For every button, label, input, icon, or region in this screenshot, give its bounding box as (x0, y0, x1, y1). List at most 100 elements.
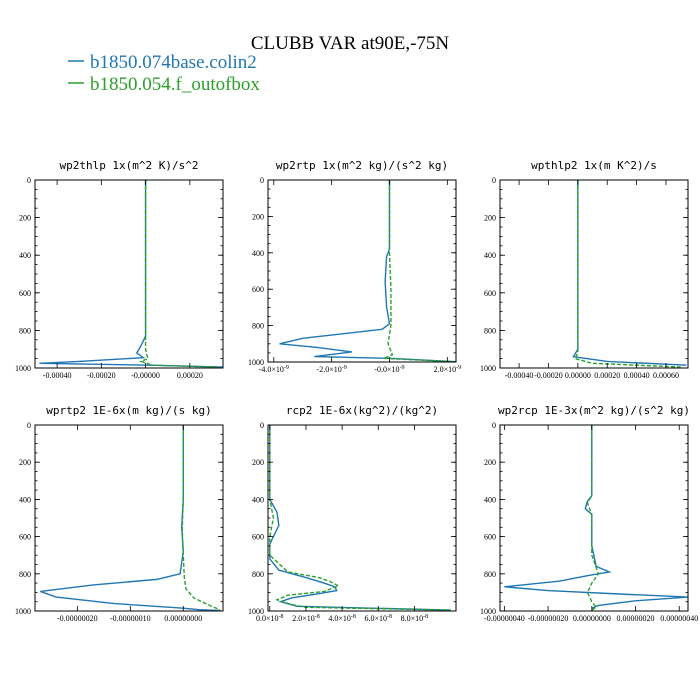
y-tick-label: 200 (252, 458, 264, 467)
x-tick-label: 0.00000000 (164, 614, 202, 623)
y-tick-label: 0 (27, 176, 31, 185)
y-tick-label: 1000 (248, 607, 264, 616)
y-tick-label: 400 (484, 251, 496, 260)
panel-2: wp2rtp 1x(m^2 kg)/(s^2 kg) 0 200 400 600 800 1… (248, 159, 461, 374)
plot-frame (267, 424, 457, 612)
y-tick-label: 1000 (15, 607, 31, 616)
y-tick-label: 600 (484, 289, 496, 298)
y-tick-label: 800 (252, 570, 264, 579)
panel-title: wpthlp2 1x(m K^2)/s (531, 159, 657, 172)
series-group (279, 180, 456, 362)
y-tick-label: 400 (252, 495, 264, 504)
y-tick-label: 1000 (480, 607, 496, 616)
plot-frame (34, 179, 224, 369)
series-line-outofbox (269, 425, 451, 611)
x-tick-label: 8.0×10-8 (401, 614, 429, 623)
y-tick-label: 1000 (15, 364, 31, 373)
y-tick-label: 400 (19, 495, 31, 504)
y-tick-label: 600 (19, 533, 31, 542)
x-tick-label: -0.0×10-9 (374, 365, 404, 374)
panel-6: wp2rcp 1E-3x(m^2 kg)/(s^2 kg)0 200 400 600 8… (480, 404, 698, 623)
y-tick-label: 0 (260, 176, 264, 185)
panel-5: rcp2 1E-6x(kg^2)/(kg^2) 0 200 400 600 800 1000… (248, 404, 457, 623)
y-tick-label: 400 (19, 251, 31, 260)
y-tick-label: 0 (260, 421, 264, 430)
y-tick-label: 600 (19, 289, 31, 298)
x-tick-label: 0.0×10-8 (256, 614, 284, 623)
y-tick-label: 0 (492, 421, 496, 430)
x-tick-label: 0.00000040 (660, 614, 698, 623)
panel-4: wprtp2 1E-6x(m kg)/(s kg) 0 200 400 600 800 10… (15, 404, 224, 623)
y-tick-label: 800 (252, 322, 264, 331)
panel-1: wp2thlp 1x(m^2 K)/s^2 0 200 400 600 800 1000 -0… (15, 159, 224, 380)
x-tick-label: -0.00040 (43, 371, 72, 380)
series-line-base (269, 425, 451, 611)
x-tick-label: 0.00040 (624, 371, 650, 380)
y-tick-label: 1000 (248, 358, 264, 367)
series-group (269, 425, 451, 611)
series-line-base (279, 180, 456, 362)
panel-grid: wp2thlp 1x(m^2 K)/s^202004006008001000-0… (15, 159, 698, 623)
y-tick-label: 600 (252, 533, 264, 542)
x-tick-label: 0.00020 (177, 371, 203, 380)
x-tick-label: -4.0×10-9 (259, 365, 289, 374)
series-line-base (39, 180, 223, 368)
x-tick-label: 0.00000020 (617, 614, 655, 623)
series-line-outofbox (573, 180, 681, 368)
figure-title: CLUBB VAR at90E,-75N (251, 33, 450, 54)
panel-title: rcp2 1E-6x(kg^2)/(kg^2) (286, 404, 438, 417)
panel-title: wp2thlp 1x(m^2 K)/s^2 (59, 159, 198, 172)
y-tick-label: 400 (484, 495, 496, 504)
series-group (39, 180, 223, 368)
x-tick-label: 6.0×10-8 (365, 614, 393, 623)
y-tick-label: 200 (484, 214, 496, 223)
legend-label-outofbox: b1850.054.f_outofbox (90, 74, 260, 95)
series-group (40, 425, 221, 611)
y-tick-label: 800 (19, 570, 31, 579)
y-tick-label: 800 (19, 326, 31, 335)
series-line-base (40, 425, 221, 611)
plot-frame (499, 424, 689, 612)
x-tick-label: 2.0×10-8 (292, 614, 320, 623)
series-line-outofbox (383, 180, 454, 362)
x-tick-label: -0.00020 (534, 371, 563, 380)
x-tick-label: 0.00020 (594, 371, 620, 380)
x-tick-label: -0.00000020 (528, 614, 569, 623)
series-line-outofbox (181, 425, 221, 611)
x-tick-label: 2.0×10-9 (434, 365, 462, 374)
y-tick-label: 200 (252, 212, 264, 221)
y-tick-label: 600 (484, 533, 496, 542)
series-line-outofbox (139, 180, 219, 368)
panel-title: wprtp2 1E-6x(m kg)/(s kg) (46, 404, 212, 417)
series-line-base (504, 425, 688, 609)
panel-title: wp2rtp 1x(m^2 kg)/(s^2 kg) (276, 159, 448, 172)
plot-frame (499, 179, 689, 369)
x-tick-label: -0.00040 (505, 371, 534, 380)
x-tick-label: 0.00000000 (573, 614, 611, 623)
y-tick-label: 800 (484, 570, 496, 579)
y-tick-label: 600 (252, 285, 264, 294)
x-tick-label: -0.00000040 (484, 614, 525, 623)
series-line-base (572, 180, 687, 366)
x-tick-label: -0.00020 (87, 371, 116, 380)
x-tick-label: -0.00000020 (57, 614, 98, 623)
x-tick-label: -0.00000 (131, 371, 160, 380)
x-tick-label: -2.0×10-9 (317, 365, 347, 374)
y-tick-label: 200 (19, 214, 31, 223)
y-tick-label: 0 (27, 421, 31, 430)
x-tick-label: 4.0×10-8 (328, 614, 356, 623)
panel-3: wpthlp2 1x(m K^2)/s 0 200 400 600 800 1000 -0.0… (480, 159, 689, 380)
series-line-outofbox (586, 425, 600, 611)
series-group (504, 425, 688, 611)
panel-title: wp2rcp 1E-3x(m^2 kg)/(s^2 kg) (498, 404, 690, 417)
y-tick-label: 200 (484, 458, 496, 467)
y-tick-label: 0 (492, 176, 496, 185)
plot-frame (34, 424, 224, 612)
legend-label-base: b1850.074base.colin2 (90, 52, 257, 73)
x-tick-label: -0.00000010 (110, 614, 151, 623)
y-tick-label: 200 (19, 458, 31, 467)
y-tick-label: 1000 (480, 364, 496, 373)
x-tick-label: 0.00060 (653, 371, 679, 380)
x-tick-label: 0.00000 (565, 371, 591, 380)
